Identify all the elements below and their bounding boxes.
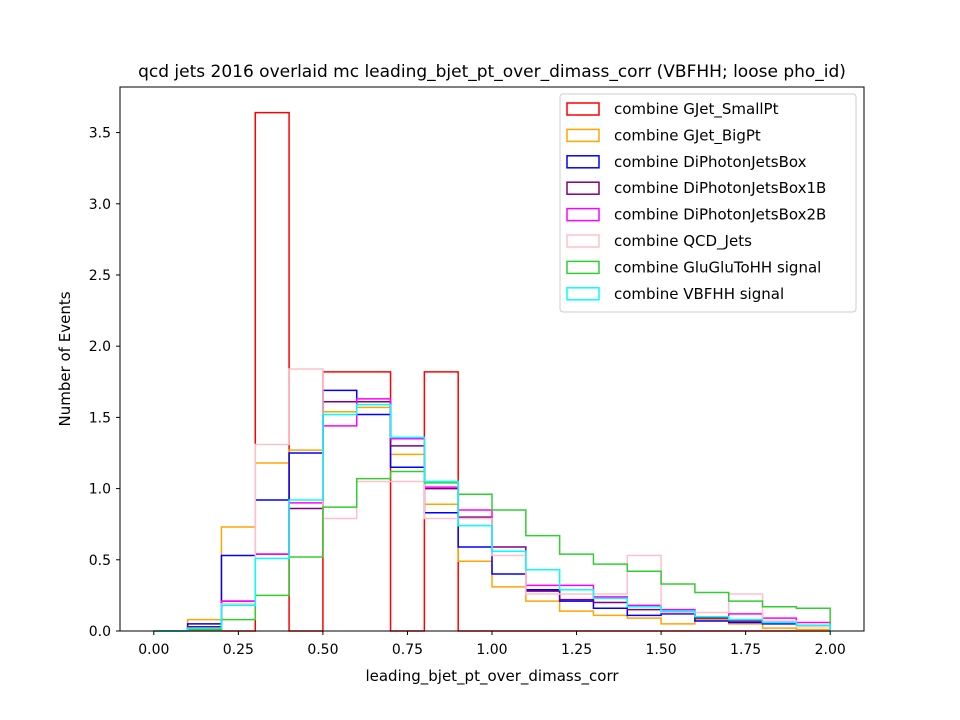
x-tick-label: 1.25 — [561, 642, 592, 658]
series-7 — [153, 403, 831, 632]
y-tick-label: 3.0 — [89, 197, 111, 213]
legend-label: combine DiPhotonJetsBox — [614, 153, 807, 171]
legend-label: combine GJet_SmallPt — [614, 100, 779, 119]
legend-swatch — [566, 155, 600, 169]
legend-entry: combine QCD_Jets — [566, 232, 752, 251]
legend-swatch — [566, 128, 600, 143]
legend-entry: combine GJet_BigPt — [566, 126, 761, 145]
series-6 — [153, 470, 831, 632]
legend-label: combine DiPhotonJetsBox2B — [614, 206, 826, 224]
legend-entry: combine DiPhotonJetsBox — [566, 153, 807, 171]
legend-swatch — [566, 260, 600, 275]
series-step-line — [153, 403, 831, 632]
x-tick-label: 0.50 — [307, 642, 338, 658]
x-tick-label: 1.50 — [646, 642, 677, 658]
series-step-line — [153, 368, 831, 632]
legend-swatch — [566, 181, 600, 195]
x-tick-label: 0.25 — [223, 642, 254, 658]
series-5 — [153, 368, 831, 632]
y-axis-ticks: 0.0 0.5 1.0 1.5 2.0 2.5 3.0 3.5 — [89, 126, 120, 640]
x-tick-label: 1.75 — [730, 642, 761, 658]
x-axis-label: leading_bjet_pt_over_dimass_corr — [365, 667, 619, 686]
legend-swatch — [566, 234, 600, 248]
x-tick-label: 2.00 — [815, 642, 846, 658]
legend-label: combine DiPhotonJetsBox1B — [614, 179, 826, 197]
x-axis-ticks: 0.00 0.25 0.50 0.75 1.00 1.25 1.50 1.75 2.00 — [138, 631, 846, 658]
y-tick-label: 2.0 — [89, 339, 111, 355]
x-tick-label: 0.00 — [138, 642, 169, 658]
legend-entry: combine GJet_SmallPt — [566, 100, 779, 119]
legend-entry: combine GluGluToHH signal — [566, 258, 821, 276]
series-step-line — [153, 470, 831, 632]
legend-label: combine QCD_Jets — [614, 232, 752, 251]
legend-swatch — [566, 102, 600, 116]
legend-entry: combine VBFHH signal — [566, 285, 784, 303]
y-tick-label: 0.5 — [89, 553, 111, 569]
y-tick-label: 1.0 — [89, 482, 111, 498]
legend-entry: combine DiPhotonJetsBox2B — [566, 206, 826, 224]
x-tick-label: 1.00 — [476, 642, 507, 658]
legend-swatch — [566, 207, 600, 222]
histogram-steps — [153, 111, 831, 632]
y-tick-label: 1.5 — [89, 410, 111, 426]
x-tick-label: 0.75 — [392, 642, 423, 658]
legend-entry: combine DiPhotonJetsBox1B — [566, 179, 826, 197]
y-axis-label: Number of Events — [56, 291, 74, 426]
legend-label: combine VBFHH signal — [614, 285, 784, 303]
legend-label: combine GJet_BigPt — [614, 126, 761, 145]
y-tick-label: 2.5 — [89, 268, 111, 284]
chart-title: qcd jets 2016 overlaid mc leading_bjet_p… — [138, 62, 846, 82]
legend-label: combine GluGluToHH signal — [614, 258, 821, 276]
y-tick-label: 3.5 — [89, 126, 111, 142]
y-tick-label: 0.0 — [89, 624, 111, 640]
legend-frame — [559, 93, 857, 313]
legend-swatch — [566, 287, 600, 301]
